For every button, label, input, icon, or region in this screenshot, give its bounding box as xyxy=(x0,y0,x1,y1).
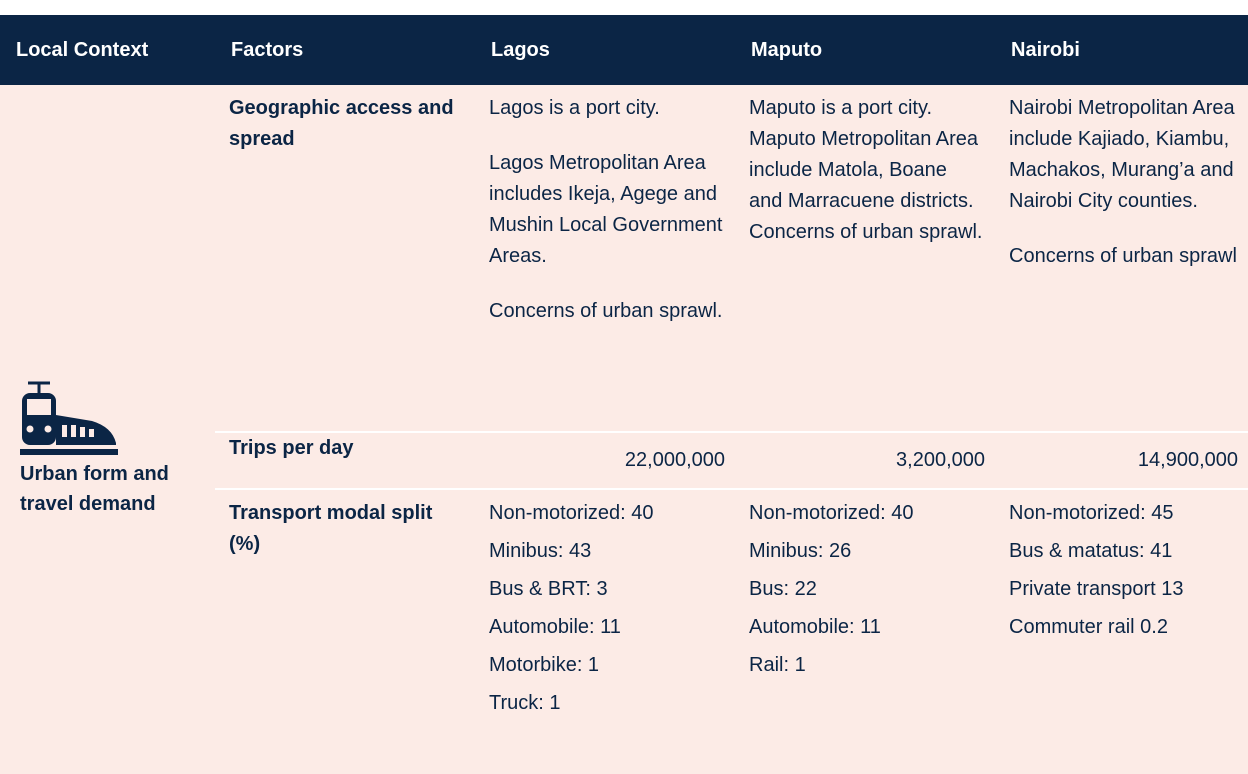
cell-text: Commuter rail 0.2 xyxy=(1009,616,1168,638)
column-header: Nairobi xyxy=(995,15,1248,85)
city-cell: 3,200,000 xyxy=(735,432,995,490)
table-wrapper: Local Context Factors Lagos Maputo Nairobi U… xyxy=(0,15,1248,774)
city-cell: 22,000,000 xyxy=(475,432,735,490)
cell-text: Automobile: 11 xyxy=(749,616,881,638)
column-header: Factors xyxy=(215,15,475,85)
cell-text: Motorbike: 1 xyxy=(489,654,600,676)
factor-cell: Trips per day xyxy=(215,432,475,490)
city-cell: Maputo is a port city. Maputo Metropolit… xyxy=(735,85,995,433)
cell-text: Non-motorized: 40 xyxy=(489,502,654,524)
city-cell: Non-motorized: 45 Bus & matatus: 41 Privat… xyxy=(995,489,1248,774)
cell-text: Private transport 13 xyxy=(1009,578,1184,600)
cell-text: Lagos Metropolitan Area includes Ikeja, … xyxy=(489,152,723,267)
cell-text: Nairobi Metropolitan Area include Kajiad… xyxy=(1009,97,1235,212)
cell-text: Maputo is a port city. Maputo Metropolit… xyxy=(749,97,983,243)
factor-cell: Transport modal split (%) xyxy=(215,489,475,774)
comparison-table: Local Context Factors Lagos Maputo Nairobi U… xyxy=(0,15,1248,774)
column-header: Lagos xyxy=(475,15,735,85)
cell-text: Bus: 22 xyxy=(749,578,817,600)
table-row: Transport modal split (%) Non-motorized: … xyxy=(0,489,1248,774)
cell-text: Automobile: 11 xyxy=(489,616,621,638)
cell-text: Concerns of urban sprawl xyxy=(1009,245,1237,267)
city-cell: Lagos is a port city. Lagos Metropolitan … xyxy=(475,85,735,433)
table-row: Urban form and travel demand Geographic a… xyxy=(0,85,1248,774)
context-cell: Urban form and travel demand xyxy=(0,85,215,774)
city-cell: Non-motorized: 40 Minibus: 43 Bus & BRT: 3… xyxy=(475,489,735,774)
cell-text: Bus & matatus: 41 xyxy=(1009,540,1173,562)
factor-label: Transport modal split (%) xyxy=(229,502,433,555)
cell-text: Bus & BRT: 3 xyxy=(489,578,608,600)
city-cell: Nairobi Metropolitan Area include Kajiad… xyxy=(995,85,1248,433)
column-header: Local Context xyxy=(0,15,215,85)
cell-text: 3,200,000 xyxy=(896,449,985,471)
train-icon xyxy=(20,381,118,455)
city-cell: 14,900,000 xyxy=(995,432,1248,490)
cell-text: Minibus: 26 xyxy=(749,540,852,562)
factor-cell: Geographic access and spread xyxy=(215,85,475,433)
table-body: Urban form and travel demand Geographic a… xyxy=(0,85,1248,774)
cell-text: Non-motorized: 45 xyxy=(1009,502,1174,524)
cell-text: Rail: 1 xyxy=(749,654,806,676)
cell-text: Minibus: 43 xyxy=(489,540,592,562)
cell-text: Concerns of urban sprawl. xyxy=(489,300,723,322)
factor-label: Geographic access and spread xyxy=(229,97,454,150)
factor-label: Trips per day xyxy=(229,437,354,459)
cell-text: 14,900,000 xyxy=(1137,449,1238,471)
cell-text: Lagos is a port city. xyxy=(489,97,660,119)
table-row: Trips per day 22,000,000 3,200,000 14,900,0… xyxy=(0,432,1248,490)
cell-text: Non-motorized: 40 xyxy=(749,502,914,524)
city-cell: Non-motorized: 40 Minibus: 26 Bus: 22 Autom… xyxy=(735,489,995,774)
cell-text: 22,000,000 xyxy=(624,449,725,471)
cell-text: Truck: 1 xyxy=(489,692,561,714)
header-row: Local Context Factors Lagos Maputo Nairobi xyxy=(0,15,1248,85)
column-header: Maputo xyxy=(735,15,995,85)
context-label: Urban form and travel demand xyxy=(20,462,169,515)
